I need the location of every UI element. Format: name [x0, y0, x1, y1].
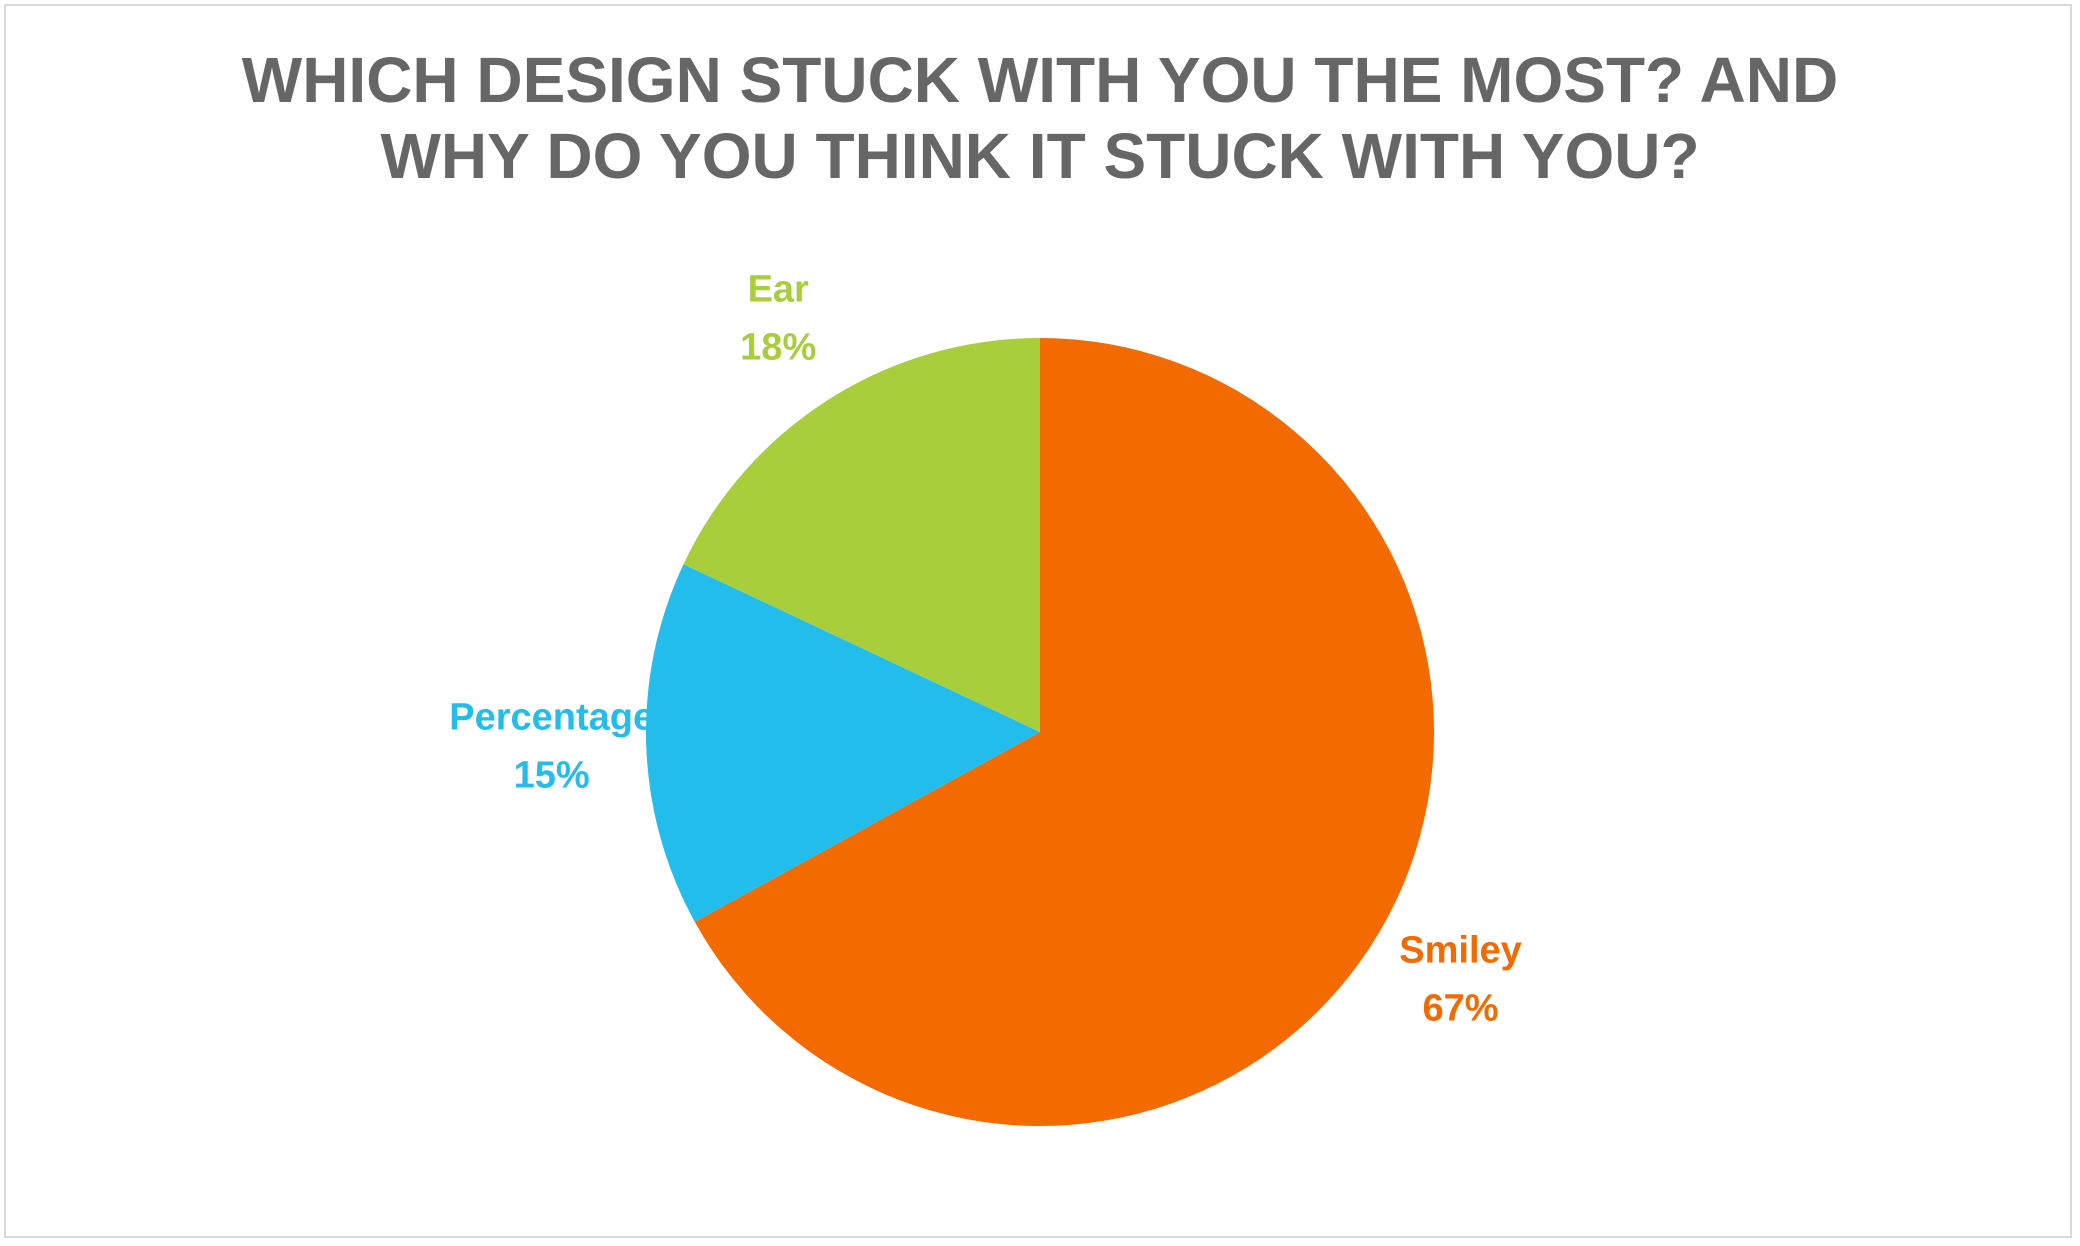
slice-label: Ear: [748, 269, 809, 311]
chart-title: WHICH DESIGN STUCK WITH YOU THE MOST? AN…: [241, 44, 1839, 192]
slice-value-label: 67%: [1422, 988, 1498, 1030]
slice-label: Percentage: [449, 696, 654, 738]
pie-slice: [694, 338, 1434, 1126]
slice-label: Smiley: [1399, 930, 1522, 972]
pie-slice: [646, 564, 1040, 922]
chart-frame: [4, 4, 2072, 1238]
slice-value-label: 18%: [740, 327, 816, 369]
pie-slice: [683, 338, 1040, 732]
slice-value-label: 15%: [514, 754, 590, 796]
